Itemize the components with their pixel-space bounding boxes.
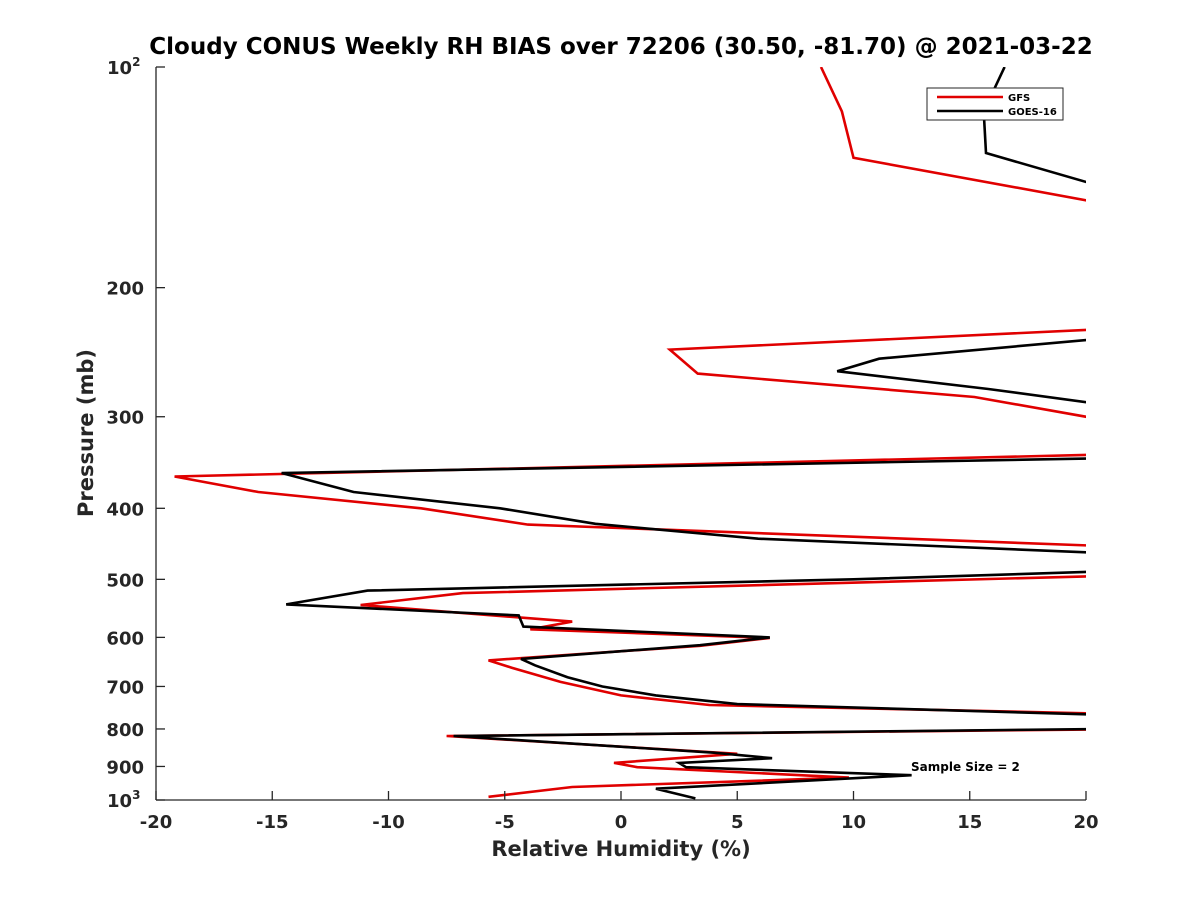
- x-axis: -20 -15 -10 -5 0 5 10 15 20: [140, 791, 1099, 833]
- x-tick-label: 15: [957, 812, 982, 833]
- x-tick-label: 0: [615, 812, 628, 833]
- x-tick-label: -15: [256, 812, 289, 833]
- y-tick-label-exponent: 2: [132, 55, 140, 69]
- legend: GFS GOES-16: [926, 87, 1064, 121]
- series-line-goes16: [281, 67, 1086, 800]
- y-tick-label: 300: [106, 408, 144, 429]
- y-axis-label: Pressure (mb): [74, 349, 98, 517]
- x-tick-label: -20: [140, 812, 173, 833]
- series-layer: [174, 67, 1086, 800]
- chart-title: Cloudy CONUS Weekly RH BIAS over 72206 (…: [149, 34, 1092, 60]
- x-tick-label: 20: [1073, 812, 1098, 833]
- x-axis-label: Relative Humidity (%): [491, 837, 750, 861]
- y-tick-label: 600: [106, 628, 144, 649]
- y-tick-label: 400: [106, 499, 144, 520]
- legend-label-goes16: GOES-16: [1008, 107, 1057, 118]
- x-ticks: -20 -15 -10 -5 0 5 10 15 20: [140, 791, 1099, 833]
- legend-label-gfs: GFS: [1008, 93, 1030, 104]
- y-tick-label-base: 10: [107, 791, 132, 812]
- x-tick-label: 5: [731, 812, 744, 833]
- y-tick-label: 800: [106, 720, 144, 741]
- y-tick-label: 200: [106, 279, 144, 300]
- y-tick-label: 700: [106, 677, 144, 698]
- sample-size-annotation: Sample Size = 2: [911, 760, 1020, 774]
- x-tick-label: -5: [495, 812, 515, 833]
- x-tick-label: 10: [841, 812, 866, 833]
- y-tick-label: 900: [106, 757, 144, 778]
- y-tick-label: 102: [107, 55, 140, 79]
- y-tick-label: 103: [107, 788, 140, 812]
- x-tick-label: -10: [372, 812, 405, 833]
- y-tick-label-exponent: 3: [132, 788, 140, 802]
- y-tick-label: 500: [106, 570, 144, 591]
- legend-box: [926, 87, 1064, 121]
- y-tick-label-base: 10: [107, 58, 132, 79]
